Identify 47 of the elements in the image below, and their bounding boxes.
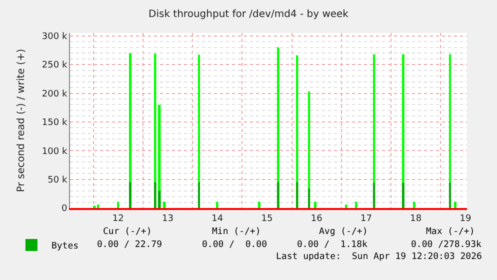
x-tick-label: 14 xyxy=(212,214,224,224)
bar xyxy=(163,202,166,208)
text: 0.00 / 0.00 xyxy=(202,240,268,250)
y-tick-label: 250 k xyxy=(42,60,68,71)
text: Last update: Sun Apr 19 12:20:03 2026 xyxy=(276,252,482,262)
text: Cur (-/+) xyxy=(103,227,152,237)
bar xyxy=(198,182,200,208)
bar xyxy=(355,202,358,208)
text: 0.00 / 1.18k xyxy=(297,240,368,250)
bar xyxy=(158,190,161,208)
y-tick-label: 200 k xyxy=(42,89,68,100)
x-tick-label: 16 xyxy=(310,214,323,224)
bar xyxy=(373,182,376,208)
bar xyxy=(454,202,456,208)
bar xyxy=(216,202,218,208)
bar xyxy=(345,204,348,208)
x-tick-label: 18 xyxy=(410,214,422,224)
bar xyxy=(129,182,132,208)
text: Max (-/+) xyxy=(426,227,475,237)
bar xyxy=(277,182,280,208)
bar xyxy=(258,202,260,208)
y-tick-label: 300 k xyxy=(42,32,68,42)
y-tick-label: 50 k xyxy=(48,175,68,186)
x-tick-label: 12 xyxy=(112,214,124,224)
x-tick-label: 15 xyxy=(261,214,273,224)
bar xyxy=(314,202,317,208)
bar xyxy=(402,182,404,208)
y-tick-label: 0 xyxy=(61,204,68,214)
text: 0.00 /278.93k xyxy=(411,240,482,250)
text: 0.00 / 22.79 xyxy=(97,240,162,250)
text: Avg (-/+) xyxy=(319,227,368,237)
bar xyxy=(296,182,298,208)
bar xyxy=(117,202,119,208)
legend-label: Bytes xyxy=(51,242,79,252)
y-tick-label: 150 k xyxy=(42,118,68,128)
bar xyxy=(308,188,310,208)
x-tick-label: 17 xyxy=(360,214,372,224)
bar xyxy=(449,182,451,208)
y-tick-label: 100 k xyxy=(42,146,68,157)
x-tick-label: 13 xyxy=(162,214,174,224)
chart-title: Disk throughput for /dev/md4 - by week xyxy=(148,8,349,20)
bar xyxy=(154,182,156,208)
bar xyxy=(97,204,100,208)
bar xyxy=(413,202,416,208)
text: Min (-/+) xyxy=(212,227,261,237)
y-axis-title: Pr second read (-) / write (+) xyxy=(16,48,27,192)
x-tick-label: 19 xyxy=(460,214,472,224)
